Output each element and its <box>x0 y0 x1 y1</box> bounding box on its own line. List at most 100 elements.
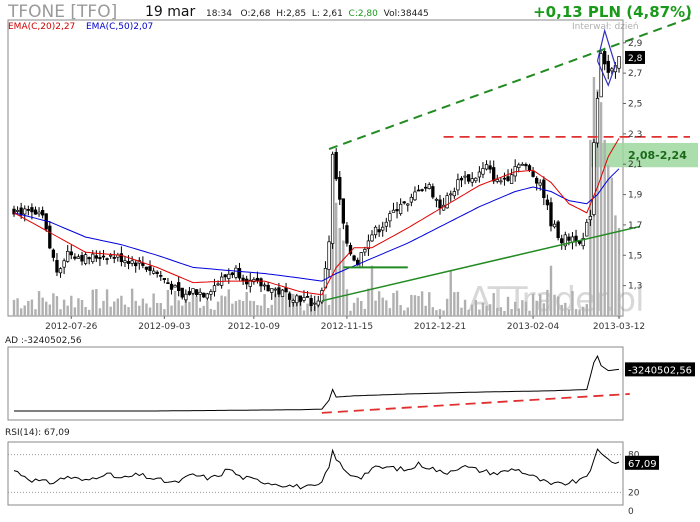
candle-body <box>83 254 88 264</box>
candle-body <box>191 288 195 294</box>
volume-bar <box>266 307 270 316</box>
candle-body <box>288 293 292 300</box>
volume-bar <box>55 296 59 316</box>
price-change: +0,13 PLN (4,87%) <box>533 3 692 21</box>
volume-bar <box>181 305 184 316</box>
ticker-title: TFONE [TFO] <box>8 2 118 22</box>
ad-line <box>14 354 620 412</box>
ad-value-label: -3240502,56 <box>628 365 692 376</box>
candle-body <box>295 295 299 304</box>
volume-bar <box>585 304 588 316</box>
price-tick-label: 2,5 <box>628 99 642 109</box>
candle-body <box>15 209 20 212</box>
volume-bar <box>567 309 571 316</box>
price-axis: 1,3 1,5 1,7 1,9 2,1 2,3 2,5 2,7 2,9 <box>623 39 643 292</box>
volume-bar <box>95 289 98 316</box>
volume-bar <box>510 309 513 316</box>
volume-bar <box>145 303 148 316</box>
price-tick-label: 1,5 <box>628 251 642 261</box>
volume-bar <box>428 292 431 316</box>
candle-body <box>595 98 600 144</box>
volume-bar <box>138 305 141 316</box>
volume-bar <box>417 296 420 316</box>
session-date: 19 mar <box>145 4 196 20</box>
candle-body <box>502 177 507 180</box>
candle-body <box>456 179 460 191</box>
volume-bar <box>449 270 452 316</box>
candle-body <box>216 283 220 286</box>
candle-body <box>517 164 521 168</box>
volume-bar <box>213 309 216 316</box>
candle-body <box>277 287 281 295</box>
candle-body <box>205 293 209 299</box>
volume-bar <box>513 301 517 316</box>
candle-body <box>262 284 267 287</box>
candle-body <box>62 260 66 268</box>
volume-bar <box>503 310 506 316</box>
volume-bar <box>438 309 442 316</box>
volume-bar <box>152 293 155 316</box>
volume-bar <box>163 309 166 316</box>
volume-bar <box>277 291 281 316</box>
volume-bar <box>48 304 51 316</box>
candle-body <box>69 251 73 256</box>
candle-body <box>12 208 16 215</box>
candle-body <box>212 285 217 292</box>
volume-bar <box>596 89 599 316</box>
volume-bar <box>571 291 574 316</box>
candle-body <box>80 254 84 262</box>
volume-bar <box>560 304 563 316</box>
volume-bar <box>302 310 306 316</box>
volume-bar <box>499 307 503 316</box>
candle-body <box>535 177 539 184</box>
volume-bar <box>16 298 19 316</box>
volume-bar <box>467 309 470 316</box>
date-tick-label: 2012-11-15 <box>321 322 373 332</box>
volume-bar <box>62 299 66 316</box>
candle-body <box>395 209 399 212</box>
candle-body <box>373 226 378 236</box>
volume-bar <box>306 303 309 316</box>
candle-body <box>198 291 202 295</box>
volume-bar <box>73 307 77 316</box>
candle-body <box>560 238 564 244</box>
candle-body <box>552 223 557 228</box>
rsi-tick-label: 20 <box>628 488 640 498</box>
candle-body <box>477 171 482 178</box>
candle-body <box>48 225 52 249</box>
flag-pattern <box>596 28 617 87</box>
candle-body <box>427 184 431 189</box>
candle-body <box>330 153 335 244</box>
candle-body <box>452 191 456 197</box>
volume-bar <box>274 293 277 316</box>
candle-body <box>341 198 345 224</box>
candle-body <box>209 291 213 295</box>
volume-bar <box>424 305 427 316</box>
volume-bar <box>539 294 542 316</box>
volume-bar <box>578 309 581 316</box>
high-value: H:2,85 <box>276 9 307 19</box>
candle-body <box>492 167 496 182</box>
candle-body <box>123 260 127 264</box>
candle-body <box>466 174 471 182</box>
candle-body <box>588 216 593 221</box>
candle-body <box>316 300 320 306</box>
rsi-value-box <box>625 455 659 470</box>
candle-body <box>291 300 295 303</box>
volume-bar <box>385 300 388 316</box>
volume-bar <box>245 291 248 316</box>
volume-bar <box>617 227 621 316</box>
price-tick-label: 2,7 <box>628 69 642 79</box>
date-tick-label: 2013-02-04 <box>507 322 560 332</box>
candle-body <box>40 210 45 216</box>
candle-body <box>37 211 41 215</box>
volume-bar <box>381 297 384 316</box>
candle-body <box>499 180 503 183</box>
volume-bar <box>84 306 87 316</box>
date-tick-label: 2012-12-21 <box>414 322 466 332</box>
candle-body <box>445 195 449 209</box>
volume-bar <box>377 291 381 316</box>
candle-body <box>334 151 338 180</box>
volume-bar <box>481 302 485 316</box>
